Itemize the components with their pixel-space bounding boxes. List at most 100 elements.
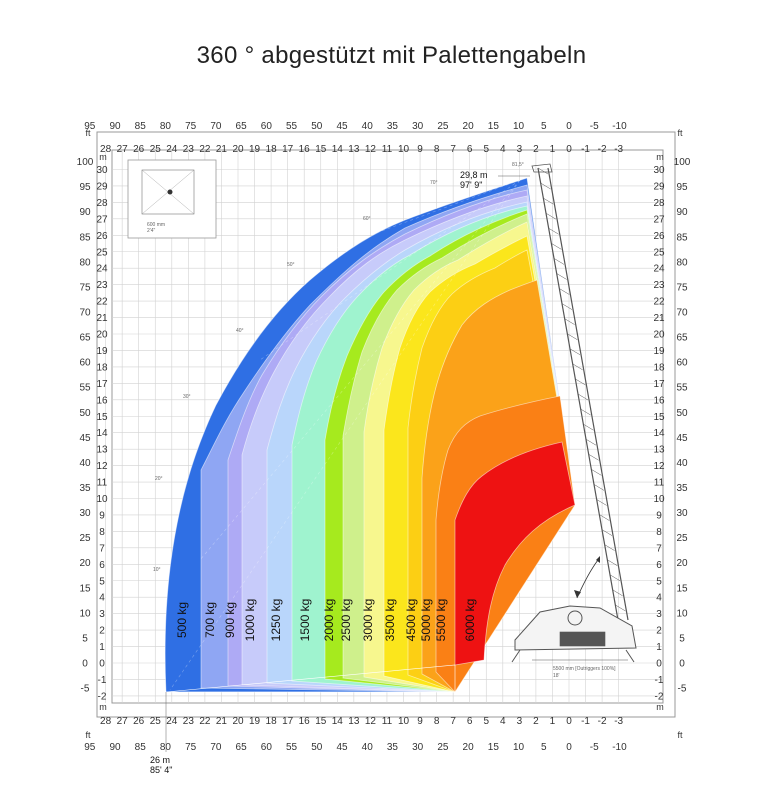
boom-lattice — [580, 408, 591, 416]
left-ft-tick: 100 — [77, 157, 94, 168]
zone-label: 2000 kg — [322, 599, 336, 642]
chart-title: 360 ° abgestützt mit Palettengabeln — [196, 42, 587, 69]
top-m-tick: 8 — [434, 144, 440, 155]
bottom-m-tick: 4 — [500, 716, 506, 727]
left-ft-tick: 45 — [79, 433, 91, 444]
left-m-tick: 1 — [99, 642, 105, 653]
right-m-tick: 3 — [656, 609, 662, 620]
boom-lattice — [537, 167, 549, 175]
bottom-m-tick: 20 — [232, 716, 244, 727]
right-ft-tick: 75 — [676, 282, 688, 293]
boom-lattice — [572, 363, 583, 371]
left-m-tick: 9 — [99, 510, 105, 521]
right-m-tick: 12 — [653, 461, 665, 472]
left-m-tick: 19 — [96, 346, 108, 357]
boom-lattice — [577, 393, 589, 401]
bottom-m-tick: 21 — [216, 716, 228, 727]
bottom-m-tick: 26 — [133, 716, 145, 727]
outrigger-ft: 18' — [553, 673, 560, 679]
left-m-tick: 24 — [96, 264, 108, 275]
right-m-tick: 9 — [656, 510, 662, 521]
right-m-tick: 6 — [656, 560, 662, 571]
boom-lattice — [564, 318, 575, 325]
left-m-tick: 13 — [96, 445, 108, 456]
boom-lattice — [561, 303, 573, 310]
right-m-tick: 30 — [653, 165, 665, 176]
inset-machine — [141, 169, 195, 215]
bottom-ft-tick: 50 — [311, 742, 323, 753]
zone-label: 500 kg — [175, 602, 189, 638]
right-ft-tick: 10 — [676, 608, 688, 619]
top-ft-tick: 75 — [185, 121, 197, 132]
bottom-m-tick: 8 — [434, 716, 440, 727]
load-zones — [164, 177, 576, 693]
top-ft-tick: 70 — [210, 121, 222, 132]
top-m-tick: 4 — [500, 144, 506, 155]
left-m-tick: 10 — [96, 494, 108, 505]
left-ft-tick: 95 — [79, 182, 91, 193]
boom-lattice — [559, 288, 570, 295]
left-m-tick: 4 — [99, 593, 105, 604]
bottom-ft-tick: 25 — [437, 742, 449, 753]
left-m-tick: 6 — [99, 560, 105, 571]
left-m-tick: 22 — [96, 297, 108, 308]
outrigger-mm: 5500 mm [Outriggers 100%] — [553, 666, 616, 672]
bottom-m-tick: -3 — [614, 716, 623, 727]
top-m-tick: 2 — [533, 144, 539, 155]
top-m-tick: 13 — [348, 144, 360, 155]
inset-frame — [127, 159, 217, 239]
zone-label: 5500 kg — [434, 599, 448, 642]
frame-outer — [96, 131, 676, 718]
boom-lattice — [596, 499, 607, 506]
right-m-tick: 7 — [656, 543, 662, 554]
top-m-tick: 26 — [133, 144, 145, 155]
angle-ray — [199, 179, 521, 561]
top-m-tick: 25 — [150, 144, 162, 155]
right-m-tick: 29 — [653, 181, 665, 192]
inset-center — [167, 189, 173, 195]
boom-lattice — [591, 469, 602, 476]
right-m-tick: 21 — [653, 313, 665, 324]
boom-lattice — [588, 454, 599, 461]
bottom-ft-tick: 15 — [488, 742, 500, 753]
bottom-ft-tick: 5 — [541, 742, 547, 753]
machine-drawing — [511, 163, 637, 663]
left-ft-tick: 80 — [79, 257, 91, 268]
bottom-m-tick: 9 — [417, 716, 423, 727]
right-m-tick: -2 — [655, 691, 664, 702]
rotation-arrowhead — [596, 556, 600, 563]
right-ft-tick: 60 — [676, 358, 688, 369]
right-m-tick: 2 — [656, 626, 662, 637]
boom-lattice — [569, 348, 581, 356]
top-m-tick: 7 — [450, 144, 456, 155]
bottom-m-tick: 10 — [398, 716, 410, 727]
axis-ticks: 2828272726262525242423232222212120201919… — [77, 121, 691, 753]
top-m-tick: 0 — [566, 144, 572, 155]
bottom-m-tick: 24 — [166, 716, 178, 727]
top-ft-tick: 95 — [84, 121, 96, 132]
right-ft-tick: 55 — [676, 383, 688, 394]
boom-lattice — [607, 559, 618, 566]
top-m-tick: 22 — [199, 144, 211, 155]
max-reach-m: 26 m — [150, 755, 170, 765]
left-ft-tick: 90 — [79, 207, 91, 218]
top-ft-tick: -5 — [590, 121, 599, 132]
boom-lattice — [575, 378, 586, 386]
max-height-ft: 97' 9" — [460, 180, 482, 190]
top-m-tick: 1 — [550, 144, 556, 155]
bottom-m-tick: 7 — [450, 716, 456, 727]
right-ft-tick: 45 — [676, 433, 688, 444]
right-m-tick: 25 — [653, 247, 665, 258]
angle-label: 10° — [153, 567, 161, 573]
inset-ft: 2'4" — [147, 228, 156, 234]
bottom-m-tick: 14 — [332, 716, 344, 727]
top-m-tick: 19 — [249, 144, 261, 155]
bottom-ft-tick: 80 — [160, 742, 172, 753]
right-m-tick: 19 — [653, 346, 665, 357]
bottom-ft-tick: 90 — [109, 742, 121, 753]
unit-ft: ft — [677, 730, 683, 740]
zone-label: 2500 kg — [339, 599, 353, 642]
right-m-tick: 23 — [653, 280, 665, 291]
right-m-tick: 24 — [653, 264, 665, 275]
right-m-tick: 8 — [656, 527, 662, 538]
